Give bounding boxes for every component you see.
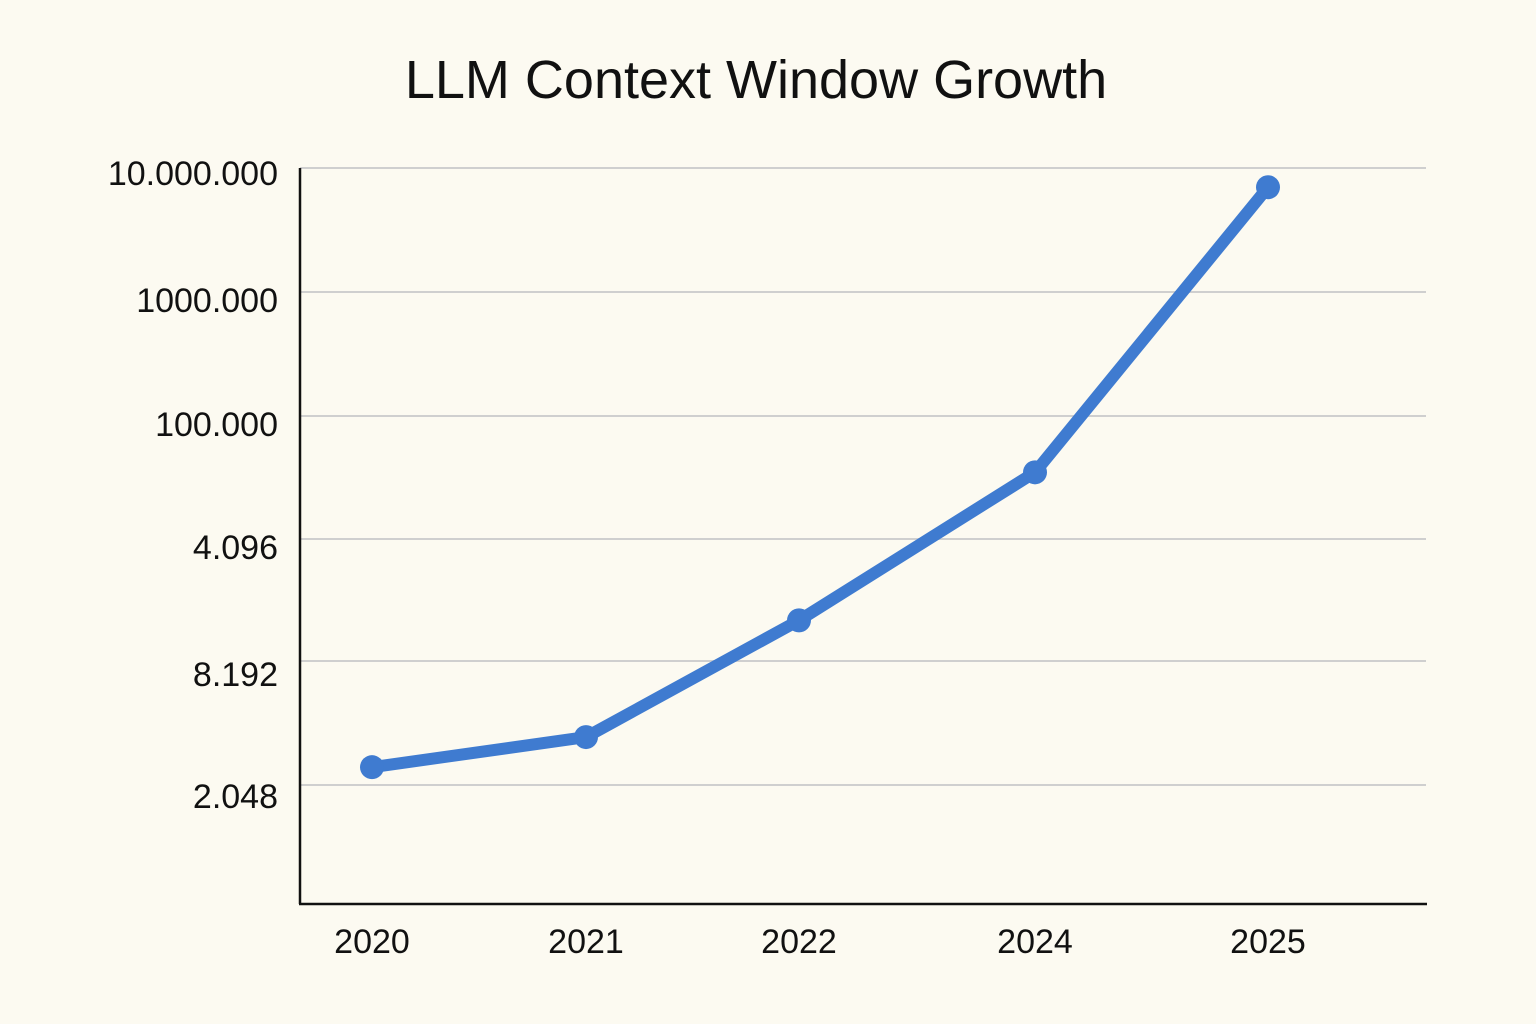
y-tick-label: 4.096 — [193, 529, 278, 567]
data-point — [787, 608, 811, 633]
data-point — [574, 725, 598, 750]
series-layer — [360, 175, 1280, 780]
x-tick-label: 2021 — [548, 923, 624, 961]
data-point — [360, 755, 384, 780]
x-tick-label: 2025 — [1230, 923, 1306, 961]
x-tick-labels: 2020 2021 2022 2024 2025 — [334, 923, 1306, 961]
y-tick-label: 100.000 — [155, 406, 278, 444]
x-tick-label: 2022 — [761, 923, 837, 961]
y-tick-label: 2.048 — [193, 778, 278, 816]
x-tick-label: 2020 — [334, 923, 410, 961]
y-tick-labels: 10.000.000 1000.000 100.000 4.096 8.192 … — [108, 155, 278, 816]
y-tick-label: 10.000.000 — [108, 155, 278, 193]
data-point — [1023, 460, 1047, 485]
y-tick-label: 8.192 — [193, 656, 278, 694]
data-point — [1256, 175, 1280, 200]
y-tick-label: 1000.000 — [136, 282, 278, 320]
x-tick-label: 2024 — [997, 923, 1073, 961]
chart-title: LLM Context Window Growth — [405, 50, 1107, 110]
series-line — [366, 181, 1274, 774]
gridlines — [300, 167, 1426, 786]
